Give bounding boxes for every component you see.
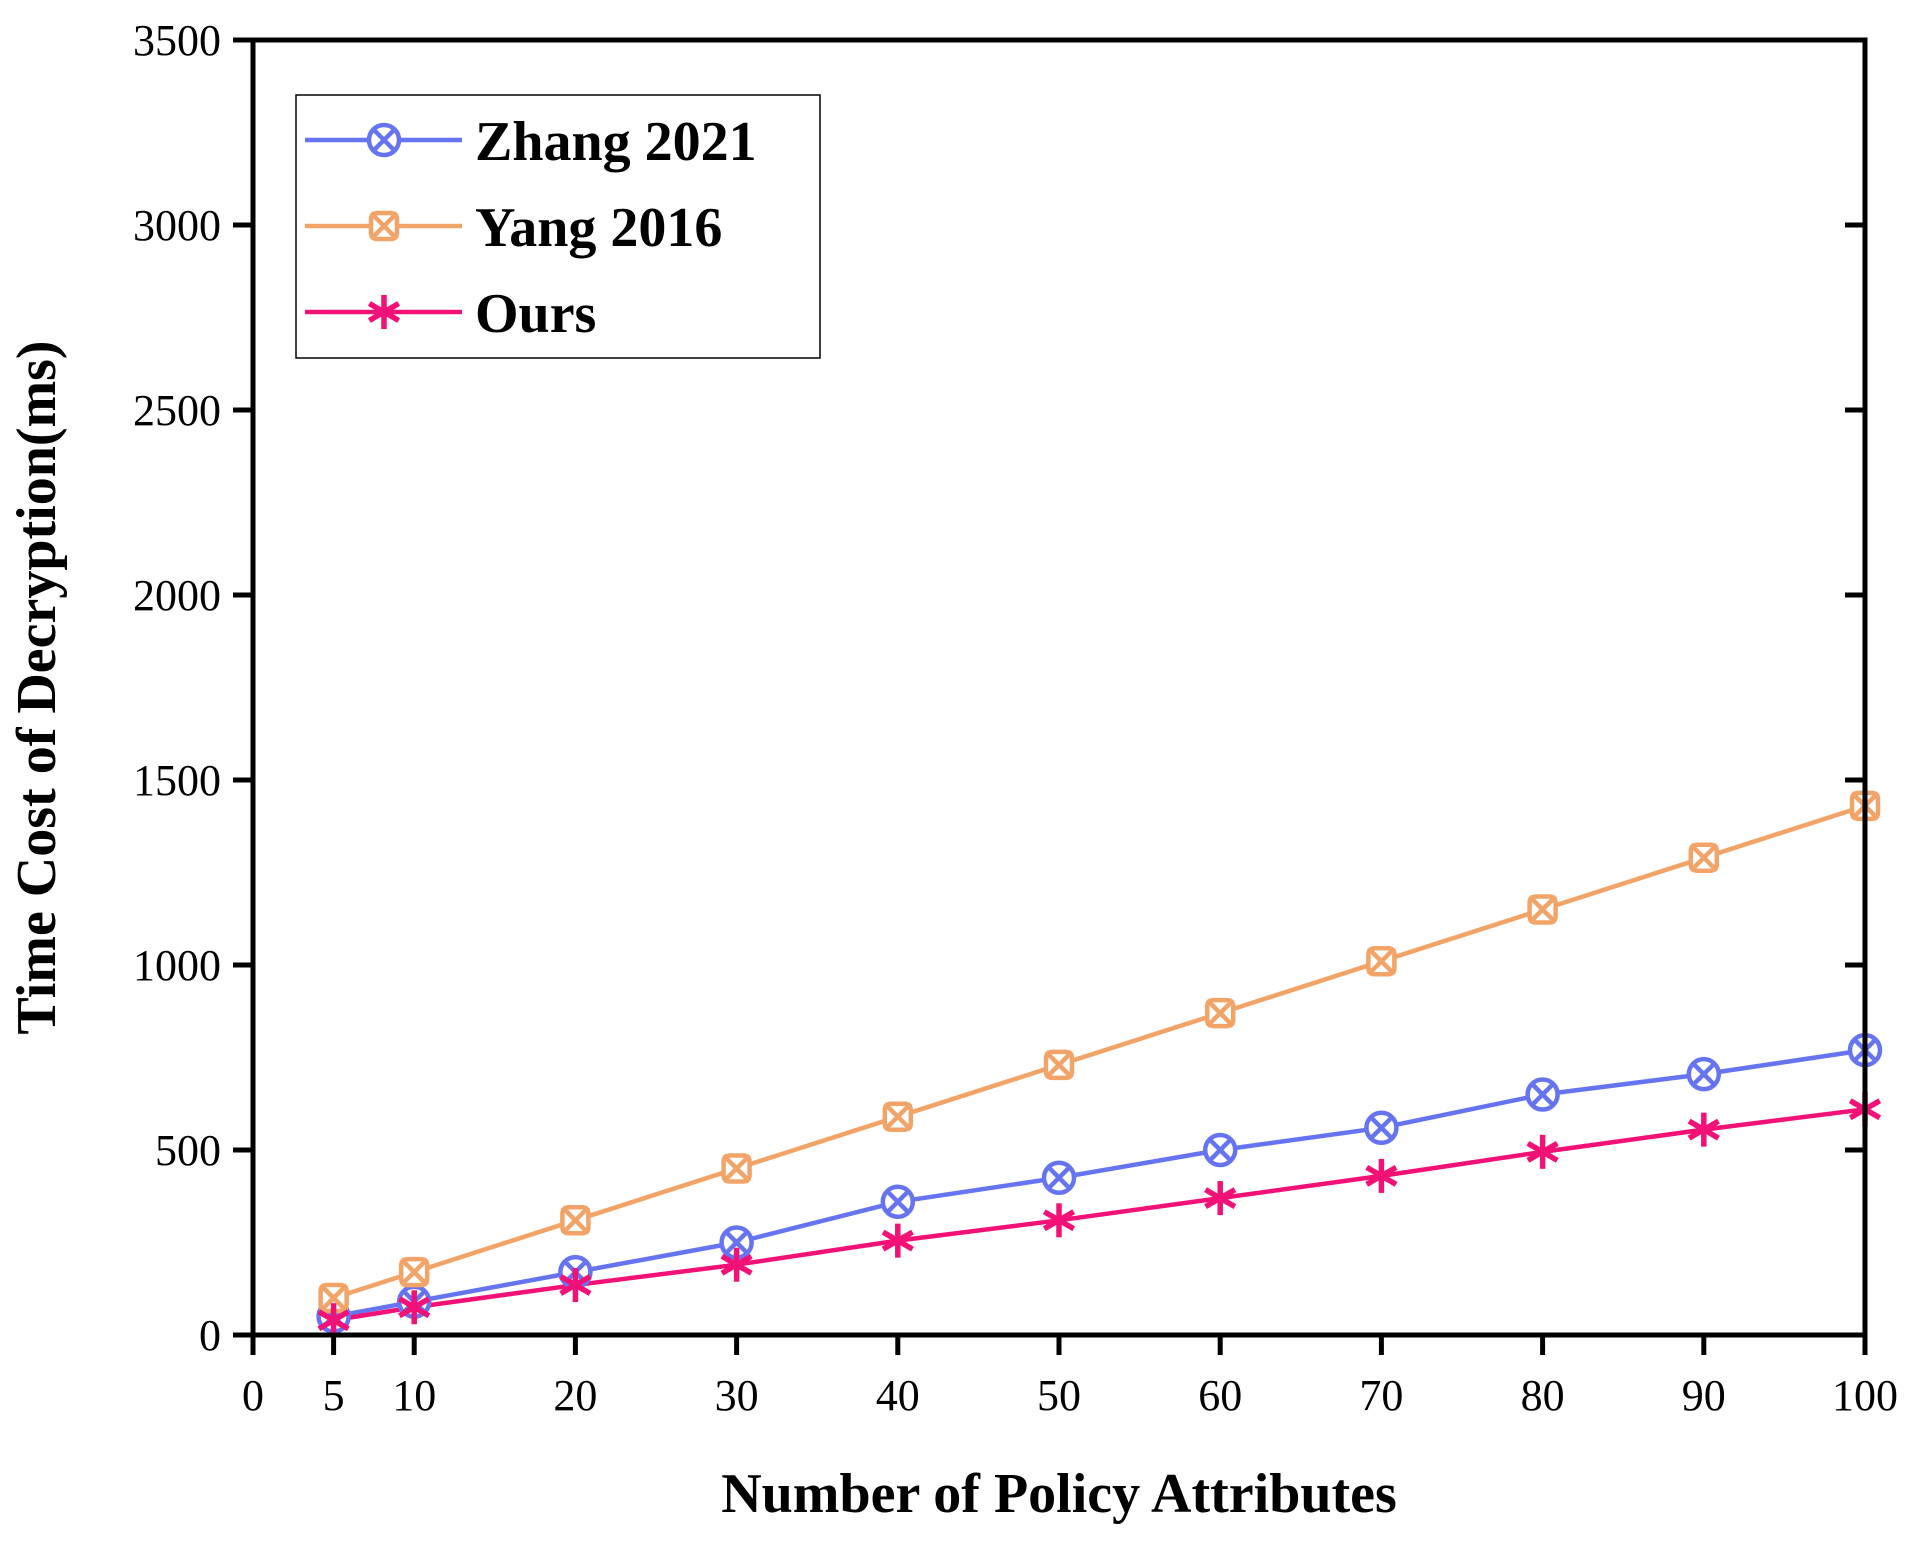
legend: Zhang 2021 Yang 2016 Ours <box>295 94 821 359</box>
x-tick-label: 40 <box>876 1371 920 1420</box>
data-point <box>882 1101 914 1132</box>
data-point <box>398 1256 430 1288</box>
legend-marker <box>368 210 400 242</box>
y-tick-label: 500 <box>155 1126 221 1175</box>
x-tick-label: 50 <box>1037 1371 1081 1420</box>
data-point <box>1688 842 1720 873</box>
y-tick-label: 0 <box>199 1311 221 1360</box>
data-point <box>719 1225 754 1260</box>
y-tick-label: 3000 <box>133 201 221 250</box>
data-point <box>1527 894 1558 925</box>
x-tick-labels: 0 5 10 20 30 40 50 60 70 80 90 100 <box>242 1371 1898 1420</box>
axis-ticks <box>233 37 1868 1355</box>
data-point <box>1364 1110 1399 1146</box>
data-point <box>560 1205 591 1236</box>
data-point <box>1041 1160 1077 1195</box>
legend-label: Ours <box>475 283 596 345</box>
data-point <box>1042 1203 1076 1238</box>
x-tick-label: 20 <box>553 1371 597 1420</box>
legend-label: Yang 2016 <box>475 197 722 259</box>
data-point <box>721 1153 752 1184</box>
x-tick-label: 10 <box>392 1371 436 1420</box>
data-point <box>1043 1049 1075 1081</box>
data-point <box>1204 997 1236 1029</box>
x-axis-title: Number of Policy Attributes <box>721 1463 1397 1525</box>
data-point <box>318 1282 349 1314</box>
series-markers <box>316 790 1883 1338</box>
data-point <box>398 1290 431 1325</box>
data-point <box>1526 1134 1559 1169</box>
data-point <box>1687 1112 1720 1147</box>
data-point <box>1204 1181 1237 1216</box>
data-point <box>1525 1077 1560 1112</box>
data-point <box>317 1303 350 1338</box>
legend-marker <box>366 122 402 158</box>
y-tick-label: 1000 <box>133 941 221 990</box>
data-point <box>720 1247 753 1282</box>
y-tick-labels: 0 500 1000 1500 2000 2500 3000 3500 <box>133 16 221 1360</box>
data-point <box>1366 946 1397 977</box>
x-tick-label: 60 <box>1198 1371 1242 1420</box>
data-point <box>881 1223 914 1258</box>
x-tick-label: 30 <box>715 1371 759 1420</box>
x-tick-label: 80 <box>1521 1371 1565 1420</box>
data-point <box>1686 1056 1722 1092</box>
y-tick-label: 3500 <box>133 16 221 65</box>
x-tick-label: 0 <box>242 1371 264 1420</box>
y-tick-label: 1500 <box>133 756 221 805</box>
data-point <box>880 1184 916 1220</box>
y-axis-title: Time Cost of Decryption(ms) <box>6 340 68 1034</box>
x-tick-label: 70 <box>1359 1371 1403 1420</box>
y-tick-label: 2000 <box>133 571 221 620</box>
x-tick-label: 90 <box>1682 1371 1726 1420</box>
legend-label: Zhang 2021 <box>475 111 757 173</box>
y-tick-label: 2500 <box>133 386 221 435</box>
x-tick-label: 100 <box>1832 1371 1898 1420</box>
data-point <box>1202 1132 1238 1168</box>
data-point <box>1365 1158 1398 1193</box>
x-tick-label: 5 <box>323 1371 345 1420</box>
legend-marker <box>367 295 401 329</box>
data-point <box>559 1268 592 1303</box>
